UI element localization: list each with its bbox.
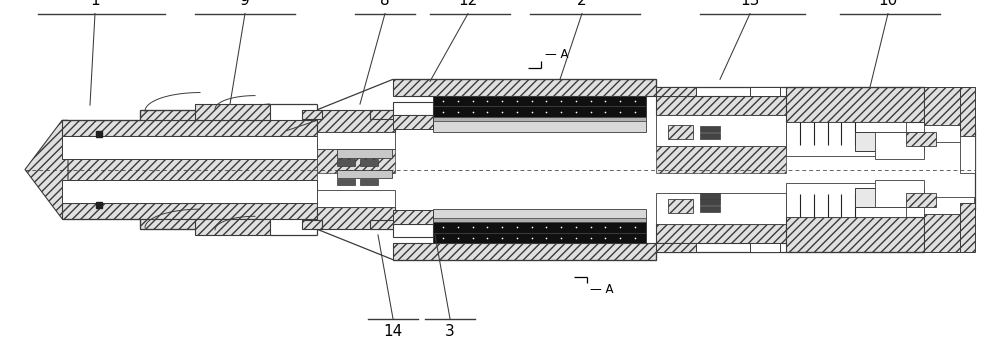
- Bar: [62, 120, 317, 136]
- Bar: [433, 106, 646, 117]
- Bar: [337, 149, 392, 158]
- Bar: [337, 179, 355, 185]
- Bar: [786, 217, 924, 252]
- Text: 2: 2: [577, 0, 587, 8]
- Bar: [786, 122, 906, 156]
- Bar: [700, 133, 720, 139]
- Bar: [750, 243, 780, 252]
- Bar: [786, 183, 906, 217]
- Text: 14: 14: [383, 324, 403, 339]
- Bar: [700, 126, 720, 132]
- Text: 12: 12: [458, 0, 478, 8]
- Bar: [700, 206, 720, 212]
- Text: 3: 3: [445, 324, 455, 339]
- Text: 10: 10: [878, 0, 898, 8]
- Bar: [960, 136, 975, 173]
- Bar: [62, 203, 317, 219]
- Bar: [656, 146, 786, 173]
- Text: 9: 9: [240, 0, 250, 8]
- Bar: [668, 199, 693, 213]
- Bar: [393, 79, 656, 96]
- Bar: [875, 180, 924, 207]
- Bar: [393, 210, 433, 224]
- Text: — A: — A: [545, 48, 568, 61]
- Bar: [906, 132, 936, 146]
- Bar: [433, 96, 646, 106]
- Bar: [317, 207, 395, 229]
- Bar: [360, 179, 378, 185]
- Bar: [924, 87, 960, 125]
- Bar: [855, 132, 924, 151]
- Bar: [906, 193, 936, 207]
- Bar: [855, 188, 924, 207]
- Text: 8: 8: [380, 0, 390, 8]
- Bar: [656, 224, 786, 243]
- Bar: [656, 243, 696, 252]
- Bar: [393, 102, 433, 115]
- Bar: [960, 203, 975, 252]
- Bar: [393, 243, 656, 260]
- Bar: [433, 209, 646, 222]
- Polygon shape: [25, 120, 68, 219]
- Bar: [433, 218, 646, 222]
- Bar: [62, 136, 317, 159]
- Bar: [786, 87, 924, 122]
- Bar: [924, 197, 974, 214]
- Bar: [317, 132, 395, 149]
- Bar: [370, 220, 398, 229]
- Bar: [393, 115, 433, 129]
- Bar: [360, 159, 378, 166]
- Bar: [317, 110, 395, 132]
- Bar: [656, 96, 786, 115]
- Bar: [317, 149, 395, 173]
- Bar: [62, 159, 317, 180]
- Bar: [656, 193, 786, 224]
- Bar: [875, 132, 924, 159]
- Bar: [750, 87, 780, 96]
- Bar: [337, 170, 392, 178]
- Bar: [370, 110, 398, 119]
- Bar: [195, 219, 270, 235]
- Bar: [960, 87, 975, 136]
- Bar: [317, 190, 395, 207]
- Bar: [433, 117, 646, 121]
- Bar: [668, 125, 693, 139]
- Bar: [433, 222, 646, 233]
- Text: 1: 1: [90, 0, 100, 8]
- Bar: [302, 110, 322, 119]
- Bar: [140, 219, 200, 229]
- Bar: [195, 104, 270, 120]
- Bar: [140, 110, 200, 120]
- Bar: [433, 233, 646, 243]
- Text: 13: 13: [740, 0, 760, 8]
- Bar: [433, 117, 646, 132]
- Bar: [656, 115, 786, 146]
- Text: — A: — A: [590, 283, 614, 296]
- Bar: [700, 199, 720, 205]
- Bar: [924, 125, 974, 142]
- Bar: [393, 224, 433, 237]
- Bar: [62, 180, 317, 203]
- Bar: [302, 220, 322, 229]
- Bar: [700, 193, 720, 199]
- Bar: [656, 87, 696, 96]
- Bar: [924, 214, 960, 252]
- Bar: [337, 159, 355, 166]
